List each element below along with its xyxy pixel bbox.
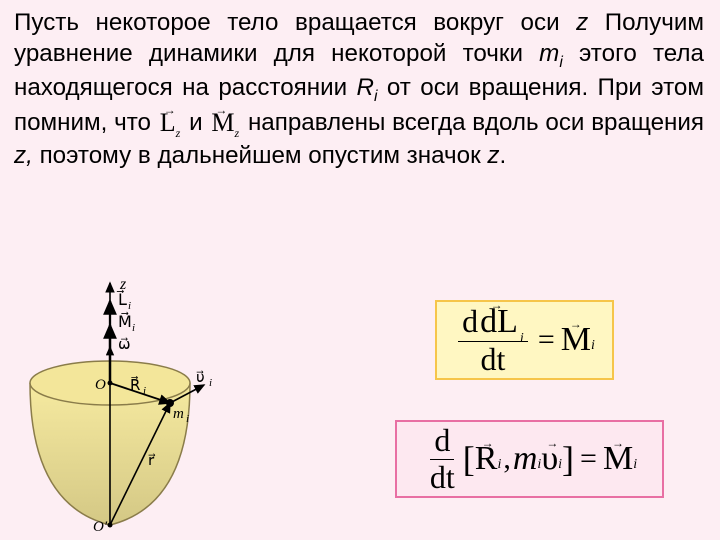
formula-dL-dt: ddLi dt = Mi: [435, 300, 614, 380]
var-mi: m: [539, 40, 559, 67]
axis-z2: z,: [14, 142, 33, 169]
dot: .: [500, 142, 507, 169]
vec-Mz: →Mz: [211, 106, 239, 141]
vec-Lz: →Lz: [160, 106, 181, 141]
label-L: L⃗: [116, 289, 127, 309]
label-v: υ⃗: [196, 370, 205, 386]
label-omega: ω⃗: [118, 337, 131, 353]
svg-text:i: i: [209, 377, 212, 389]
formula-dR-dt: d dt [ Ri , mi υi ] = Mi: [395, 420, 664, 498]
vec-M2: M: [603, 440, 633, 478]
vec-v: υ: [541, 440, 558, 478]
svg-text:i: i: [186, 413, 189, 425]
svg-text:i: i: [128, 300, 131, 312]
label-O: O: [95, 377, 106, 393]
var-m: m: [513, 440, 538, 478]
sub-i: i: [374, 87, 378, 104]
label-M: M⃗: [118, 311, 132, 331]
text-run: Пусть некоторое тело вращается вокруг ос…: [14, 9, 576, 36]
vec-L: dL: [478, 303, 520, 340]
svg-text:i: i: [132, 322, 135, 334]
text-run: и: [189, 109, 209, 136]
text-run: направлены всегда вдоль оси вращения: [248, 109, 704, 136]
vec-M: M: [561, 321, 591, 359]
main-paragraph: Пусть некоторое тело вращается вокруг ос…: [0, 0, 720, 172]
vec-R: R: [475, 440, 498, 478]
var-Ri: R: [357, 74, 374, 101]
label-m: m: [173, 406, 184, 422]
axis-z: z: [576, 9, 588, 36]
text-run: поэтому в дальнейшем опустим значок: [40, 142, 488, 169]
label-z: z: [119, 276, 127, 293]
rotation-diagram: z L⃗ i M⃗ i ω⃗ O R⃗ i υ⃗ i m i r⃗ O′: [10, 275, 220, 535]
label-Oprime: O′: [93, 519, 108, 535]
svg-text:i: i: [143, 385, 146, 397]
sub-i: i: [559, 54, 563, 71]
axis-z3: z: [487, 142, 499, 169]
label-R: R⃗: [130, 375, 140, 394]
